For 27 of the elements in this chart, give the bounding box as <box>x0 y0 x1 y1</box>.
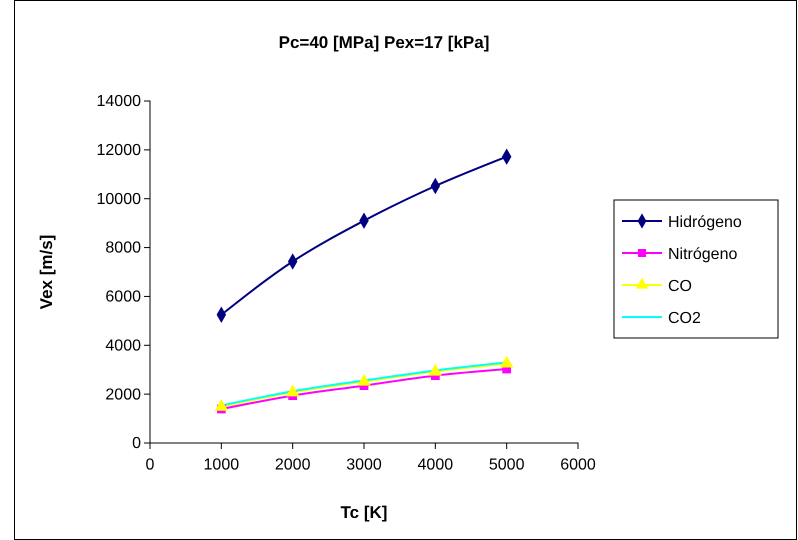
point <box>428 364 442 376</box>
point <box>286 385 300 396</box>
y-tick-label: 4000 <box>105 337 142 354</box>
x-tick-label: 6000 <box>560 456 596 474</box>
y-tick-label: 12000 <box>96 142 142 159</box>
y-tick-label: 2000 <box>105 386 142 404</box>
y-tick-label: 14000 <box>96 93 142 110</box>
legend-label: Nitrógeno <box>668 246 738 263</box>
x-tick-label: 3000 <box>346 456 382 474</box>
legend-label: CO2 <box>668 310 701 327</box>
y-tick-label: 0 <box>132 435 142 452</box>
chart-title: Pc=40 [MPa] Pex=17 [kPa] <box>278 33 490 52</box>
point <box>214 400 228 411</box>
legend-label: CO <box>668 278 692 295</box>
legend-label: Hidrógeno <box>668 214 742 231</box>
point <box>358 374 370 386</box>
x-axis-title: Tc [K] <box>340 503 388 522</box>
x-tick-label: 5000 <box>488 456 525 474</box>
y-tick-label: 10000 <box>96 190 142 208</box>
point <box>500 356 514 368</box>
x-tick-label: 4000 <box>418 456 454 474</box>
y-axis-title: Vex [m/s] <box>37 234 56 310</box>
y-tick-label: 6000 <box>105 288 142 306</box>
x-tick-label: 2000 <box>274 456 311 474</box>
x-tick-label: 1000 <box>204 456 240 474</box>
y-tick-label: 8000 <box>105 240 142 257</box>
x-tick-label: 0 <box>146 456 155 474</box>
